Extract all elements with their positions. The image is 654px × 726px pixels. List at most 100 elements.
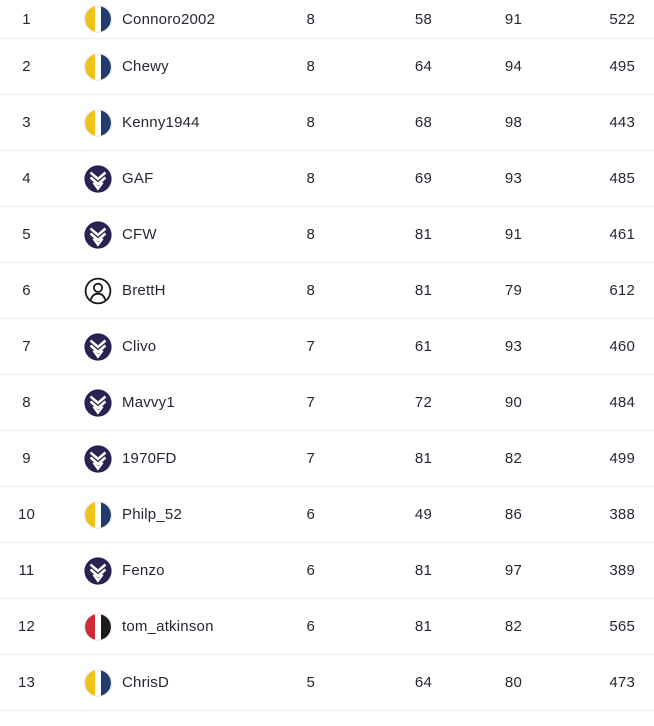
rank-label: 6 xyxy=(22,282,31,299)
stat-value-1: 8 xyxy=(306,226,315,243)
stat-value-1: 8 xyxy=(306,114,315,131)
player-name: Philp_52 xyxy=(122,506,182,523)
table-row[interactable]: 13 ChrisD 5 64 80 473 xyxy=(0,655,654,711)
person-outline-icon xyxy=(84,277,112,305)
stat-value-1: 6 xyxy=(306,618,315,635)
rank-label: 8 xyxy=(22,394,31,411)
stat-value-2: 69 xyxy=(414,170,432,187)
rank-label: 1 xyxy=(22,10,31,28)
stat-value-2: 81 xyxy=(414,618,432,635)
stat-value-1: 8 xyxy=(306,282,315,299)
chevron-purple-icon xyxy=(84,556,112,585)
stat-value-4: 388 xyxy=(609,506,635,523)
stat-value-2: 61 xyxy=(414,338,432,355)
stat-value-2: 64 xyxy=(414,674,432,691)
chevron-purple-icon xyxy=(84,164,112,193)
stat-value-4: 612 xyxy=(609,282,635,299)
stat-value-1: 5 xyxy=(306,674,315,691)
player-name: 1970FD xyxy=(122,450,177,467)
table-row[interactable]: 1 Connoro2002 8 58 91 522 xyxy=(0,0,654,39)
table-row[interactable]: 7 Clivo 7 61 93 460 xyxy=(0,319,654,375)
rank-label: 5 xyxy=(22,226,31,243)
rank-label: 3 xyxy=(22,114,31,131)
table-row[interactable]: 2 Chewy 8 64 94 495 xyxy=(0,39,654,95)
stat-value-3: 93 xyxy=(504,338,522,355)
stat-value-3: 93 xyxy=(504,170,522,187)
player-name: Fenzo xyxy=(122,562,165,579)
striped-gold-icon xyxy=(84,668,112,697)
stat-value-2: 58 xyxy=(414,10,432,28)
stat-value-1: 8 xyxy=(306,58,315,75)
rank-label: 12 xyxy=(17,618,36,635)
table-row[interactable]: 6 BrettH 8 81 79 612 xyxy=(0,263,654,319)
stat-value-2: 81 xyxy=(414,226,432,243)
stat-value-1: 7 xyxy=(306,394,315,411)
stat-value-4: 460 xyxy=(609,338,635,355)
striped-gold-icon xyxy=(84,500,112,529)
stat-value-1: 7 xyxy=(306,450,315,467)
rank-label: 4 xyxy=(22,170,31,187)
stat-value-1: 6 xyxy=(306,506,315,523)
stat-value-4: 443 xyxy=(609,114,635,131)
stat-value-4: 389 xyxy=(609,562,635,579)
stat-value-2: 64 xyxy=(414,58,432,75)
player-name: Chewy xyxy=(122,58,169,75)
stat-value-4: 522 xyxy=(609,10,635,28)
table-row[interactable]: 5 CFW 8 81 91 461 xyxy=(0,207,654,263)
stat-value-3: 82 xyxy=(504,618,522,635)
stat-value-2: 81 xyxy=(414,562,432,579)
stat-value-3: 94 xyxy=(504,58,522,75)
stat-value-1: 8 xyxy=(306,10,315,28)
striped-red-icon xyxy=(84,612,112,641)
rank-label: 9 xyxy=(22,450,31,467)
table-row[interactable]: 4 GAF 8 69 93 485 xyxy=(0,151,654,207)
rank-label: 7 xyxy=(22,338,31,355)
player-name: Clivo xyxy=(122,338,157,355)
stat-value-2: 49 xyxy=(414,506,432,523)
stat-value-4: 461 xyxy=(609,226,635,243)
player-name: Mavvy1 xyxy=(122,394,175,411)
chevron-purple-icon xyxy=(84,444,112,473)
rank-label: 11 xyxy=(18,562,35,579)
stat-value-3: 82 xyxy=(504,450,522,467)
player-name: GAF xyxy=(122,170,154,187)
stat-value-3: 97 xyxy=(504,562,522,579)
rank-label: 2 xyxy=(22,58,31,75)
player-name: Connoro2002 xyxy=(122,10,216,28)
player-name: tom_atkinson xyxy=(122,618,214,635)
stat-value-3: 86 xyxy=(504,506,522,523)
stat-value-4: 473 xyxy=(609,674,635,691)
stat-value-4: 495 xyxy=(609,58,635,75)
stat-value-3: 80 xyxy=(504,674,522,691)
chevron-purple-icon xyxy=(84,220,112,249)
stat-value-3: 79 xyxy=(504,282,522,299)
chevron-purple-icon xyxy=(84,332,112,361)
table-row[interactable]: 11 Fenzo 6 81 97 389 xyxy=(0,543,654,599)
stat-value-2: 81 xyxy=(414,282,432,299)
table-row[interactable]: 10 Philp_52 6 49 86 388 xyxy=(0,487,654,543)
stat-value-3: 98 xyxy=(504,114,522,131)
stat-value-4: 485 xyxy=(609,170,635,187)
player-name: CFW xyxy=(122,226,157,243)
table-row[interactable]: 3 Kenny1944 8 68 98 443 xyxy=(0,95,654,151)
striped-gold-icon xyxy=(84,5,112,33)
stat-value-1: 6 xyxy=(306,562,315,579)
chevron-purple-icon xyxy=(84,388,112,417)
striped-gold-icon xyxy=(84,108,112,137)
player-name: Kenny1944 xyxy=(122,114,200,131)
table-row[interactable]: 9 1970FD 7 81 82 499 xyxy=(0,431,654,487)
stat-value-2: 68 xyxy=(414,114,432,131)
rank-label: 10 xyxy=(17,506,36,523)
rank-label: 13 xyxy=(17,674,36,691)
stat-value-1: 8 xyxy=(306,170,315,187)
stat-value-2: 81 xyxy=(414,450,432,467)
player-name: ChrisD xyxy=(122,674,170,691)
stat-value-1: 7 xyxy=(306,338,315,355)
table-row[interactable]: 8 Mavvy1 7 72 90 484 xyxy=(0,375,654,431)
stat-value-4: 565 xyxy=(609,618,635,635)
stat-value-3: 91 xyxy=(504,226,522,243)
table-row[interactable]: 12 tom_atkinson 6 81 82 565 xyxy=(0,599,654,655)
stat-value-2: 72 xyxy=(414,394,432,411)
stat-value-3: 91 xyxy=(504,10,522,28)
player-name: BrettH xyxy=(122,282,166,299)
